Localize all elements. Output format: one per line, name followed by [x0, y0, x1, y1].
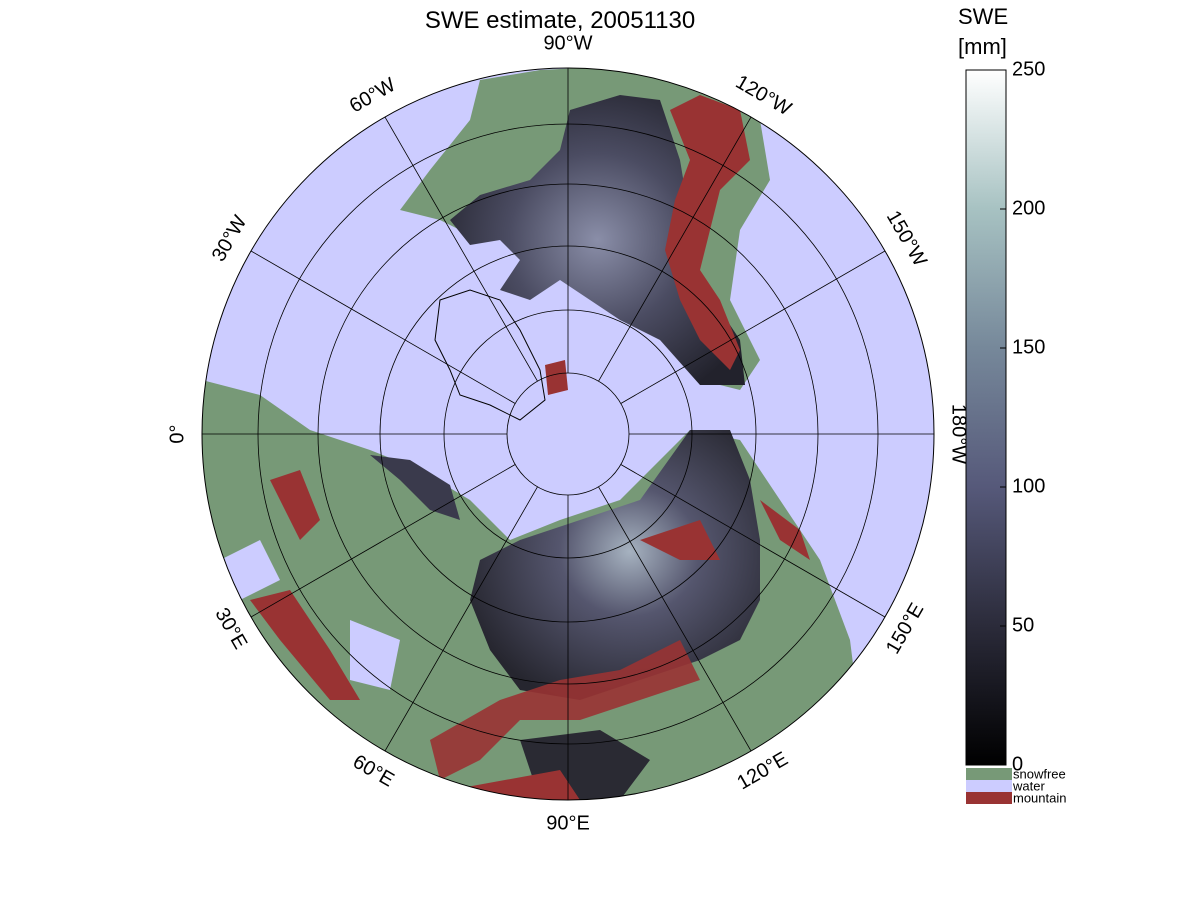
colorbar-tick-label: 50 [1012, 614, 1034, 636]
seas [220, 540, 400, 690]
scandinavia-snow [370, 455, 460, 520]
longitude-label: 0° [166, 424, 188, 443]
meridian [384, 116, 538, 382]
colorbar [965, 69, 1007, 766]
legend-swatch [966, 780, 1012, 792]
map-disk [202, 68, 934, 800]
longitude-label: 180°W [948, 404, 970, 464]
longitude-label: 90°E [546, 812, 590, 834]
map-border [201, 67, 935, 801]
longitude-label: 90°W [543, 32, 592, 54]
meridian [620, 250, 886, 404]
colorbar-tick-label: 150 [1012, 336, 1045, 358]
legend-label: snowfree [1013, 766, 1066, 781]
colorbar-ticks: 0 50 100 150 200 250 [1000, 58, 1045, 775]
colorbar-title: SWE [958, 4, 1008, 29]
longitude-label: 60°E [349, 751, 398, 792]
greenland-mountain [545, 360, 568, 395]
east-asia-mountain [640, 500, 810, 560]
legend-label: water [1012, 778, 1045, 793]
meridian [384, 486, 538, 752]
legend-label: mountain [1013, 790, 1066, 805]
meridian [598, 116, 752, 382]
meridian [250, 464, 516, 618]
longitude-label: 30°W [208, 212, 252, 266]
north-america-snow [450, 95, 745, 385]
colorbar-tick-label: 0 [1012, 753, 1023, 775]
europe-mountain [250, 470, 580, 800]
north-america-mountain [665, 95, 750, 370]
graticule [202, 68, 934, 800]
eurasia-snow [470, 430, 760, 700]
colorbar-tick-label: 100 [1012, 475, 1045, 497]
legend-swatch [966, 768, 1012, 780]
longitude-label: 30°E [210, 604, 251, 653]
meridian [620, 464, 886, 618]
meridian [250, 250, 516, 404]
colorbar-tick-label: 200 [1012, 197, 1045, 219]
colorbar-tick-label: 250 [1012, 58, 1045, 80]
greenland [434, 289, 546, 421]
map-title: SWE estimate, 20051130 [425, 7, 695, 34]
meridian [598, 486, 752, 752]
legend-swatch [966, 792, 1012, 804]
longitude-label: 60°W [346, 74, 400, 118]
eurasia-mountain [430, 640, 700, 780]
colorbar-units: [mm] [958, 34, 1007, 59]
